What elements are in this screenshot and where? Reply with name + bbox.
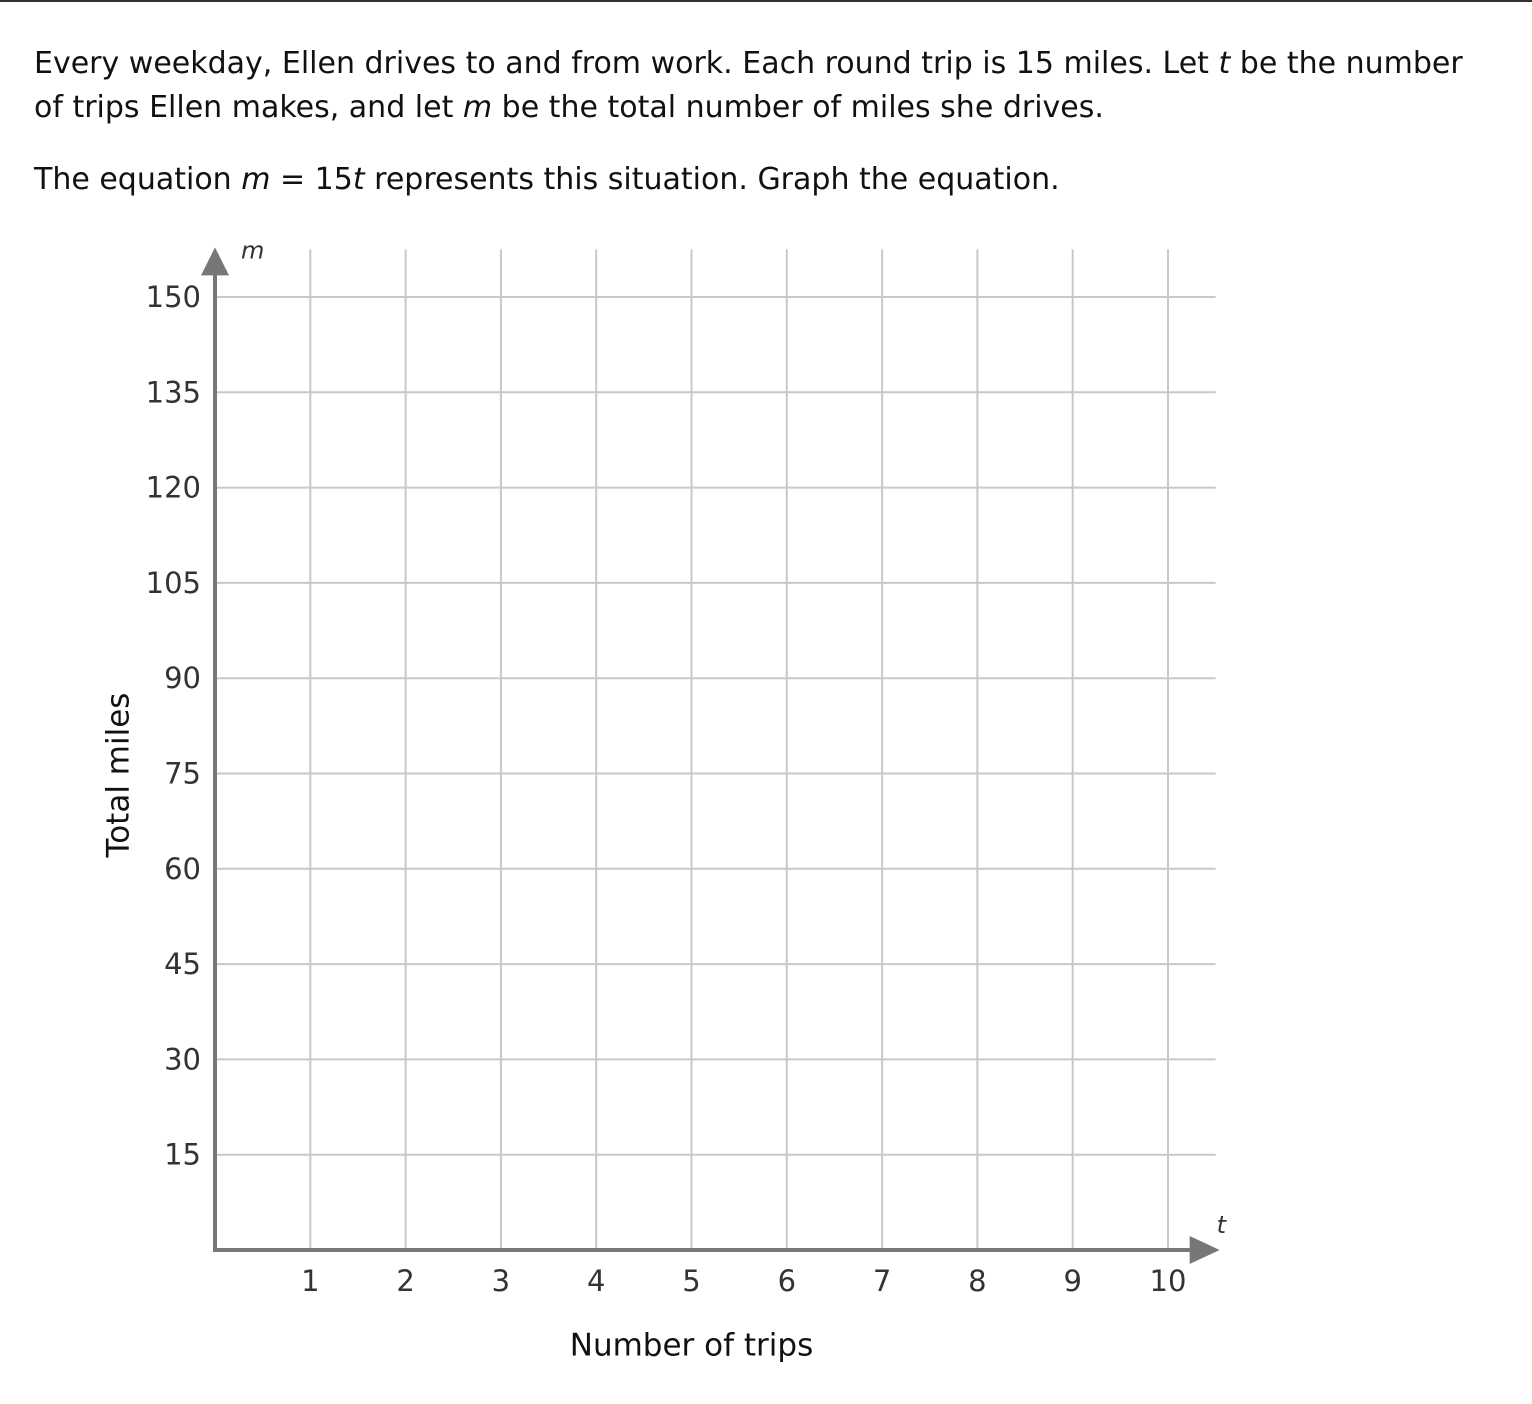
x-tick-label: 2	[396, 1264, 414, 1298]
x-variable: t	[1217, 1211, 1228, 1239]
x-axis-arrow	[1189, 1236, 1220, 1264]
question-paragraph: Every weekday, Ellen drives to and from …	[34, 42, 1494, 130]
y-tick-label: 150	[146, 280, 201, 314]
x-tick-label: 9	[1063, 1264, 1081, 1298]
y-tick-label: 90	[164, 661, 201, 695]
x-tick-label: 8	[968, 1264, 986, 1298]
x-tick-label: 6	[778, 1264, 796, 1298]
text: represents this situation. Graph the equ…	[364, 162, 1060, 197]
y-tick-label: 120	[146, 471, 201, 505]
x-tick-label: 1	[301, 1264, 319, 1298]
y-tick-label: 75	[164, 757, 201, 791]
question-paragraph: The equation m = 15t represents this sit…	[34, 158, 1494, 202]
x-tick-label: 7	[873, 1264, 891, 1298]
y-tick-label: 45	[164, 947, 201, 981]
variable: m	[241, 162, 271, 197]
y-tick-label: 60	[164, 852, 201, 886]
y-axis-arrow	[201, 247, 229, 276]
y-tick-label: 30	[164, 1042, 201, 1076]
variable: t	[352, 162, 365, 197]
text: be the total number of miles she drives.	[492, 90, 1104, 125]
x-axis-title: Number of trips	[570, 1328, 813, 1364]
text: The equation	[34, 162, 242, 197]
text: Every weekday, Ellen drives to and from …	[34, 46, 1219, 81]
variable: t	[1218, 46, 1231, 81]
x-tick-label: 4	[587, 1264, 605, 1298]
question: Every weekday, Ellen drives to and from …	[34, 42, 1494, 230]
x-tick-label: 3	[492, 1264, 510, 1298]
text: be the number of trips Ellen makes, and …	[34, 46, 1473, 125]
text: = 15	[270, 162, 353, 197]
y-tick-label: 105	[146, 566, 201, 600]
variable: m	[462, 90, 493, 125]
x-tick-label: 10	[1150, 1264, 1187, 1298]
x-tick-label: 5	[682, 1264, 700, 1298]
y-tick-label: 15	[164, 1138, 201, 1172]
y-tick-label: 135	[146, 375, 201, 409]
y-axis-title: Total miles	[101, 693, 137, 859]
y-variable: m	[241, 236, 264, 264]
